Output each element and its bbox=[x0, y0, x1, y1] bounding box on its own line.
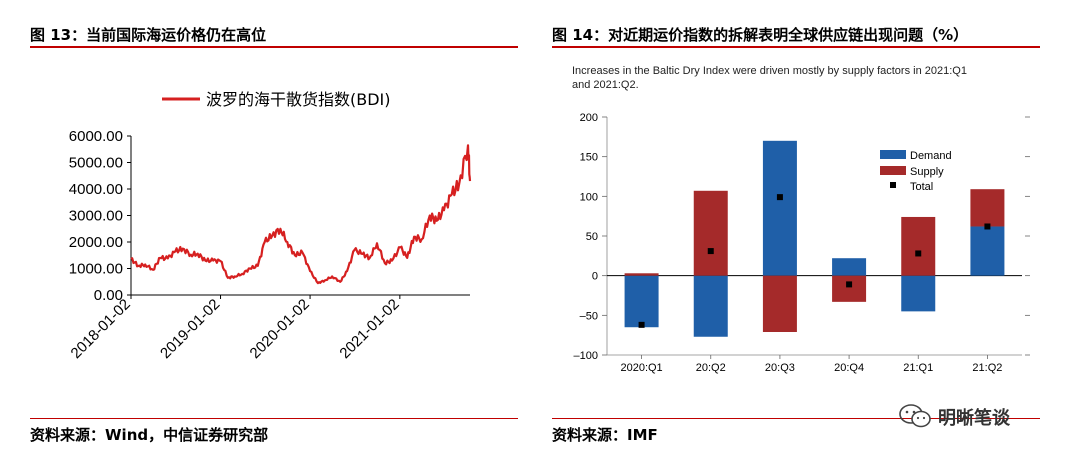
y-tick-label: –100 bbox=[574, 350, 598, 362]
total-marker bbox=[915, 250, 922, 257]
total-marker bbox=[846, 281, 853, 288]
left-panel-title: 图 13：当前国际海运价格仍在高位 bbox=[30, 26, 267, 44]
x-tick-label: 20:Q3 bbox=[765, 362, 795, 374]
right-title-rule bbox=[552, 46, 1040, 48]
total-marker bbox=[984, 223, 991, 230]
legend-swatch-demand bbox=[880, 150, 906, 159]
left-title-rule bbox=[30, 46, 518, 48]
demand-bar bbox=[693, 275, 728, 337]
legend-label-supply: Supply bbox=[910, 166, 944, 178]
right-source-rule bbox=[552, 418, 1040, 419]
y-tick-label: 200 bbox=[580, 112, 598, 124]
supply-bar bbox=[624, 273, 659, 276]
x-tick-label: 21:Q1 bbox=[903, 362, 933, 374]
y-tick-label: 6000.00 bbox=[69, 128, 123, 145]
supply-bar bbox=[693, 190, 728, 276]
right-source-note: 资料来源：IMF bbox=[552, 426, 658, 444]
demand-bar bbox=[901, 275, 936, 312]
legend-swatch-total bbox=[890, 182, 896, 188]
chart-subtitle-line-1: Increases in the Baltic Dry Index were d… bbox=[572, 65, 967, 77]
y-tick-label: 150 bbox=[580, 152, 598, 164]
demand-bar bbox=[762, 140, 797, 276]
y-tick-label: 0 bbox=[592, 271, 598, 283]
demand-bar bbox=[970, 226, 1005, 276]
y-tick-label: 1000.00 bbox=[69, 261, 123, 278]
demand-bar bbox=[832, 258, 867, 276]
chart-subtitle-line-2: and 2021:Q2. bbox=[572, 79, 639, 91]
wechat-icon bbox=[899, 404, 931, 428]
y-tick-label: 0.00 bbox=[94, 287, 123, 304]
y-tick-label: 3000.00 bbox=[69, 208, 123, 225]
x-tick-label: 20:Q2 bbox=[696, 362, 726, 374]
supply-bar bbox=[970, 189, 1005, 227]
total-marker bbox=[776, 194, 783, 201]
legend-label-total: Total bbox=[910, 181, 933, 193]
supply-bar bbox=[832, 275, 867, 302]
total-marker bbox=[638, 321, 645, 328]
watermark-text: 明晰笔谈 bbox=[938, 408, 1010, 429]
y-tick-label: 4000.00 bbox=[69, 181, 123, 198]
right-panel-title: 图 14：对近期运价指数的拆解表明全球供应链出现问题（%） bbox=[552, 26, 969, 44]
left-source-rule bbox=[30, 418, 518, 419]
y-tick-label: –50 bbox=[580, 310, 598, 322]
y-tick-label: 50 bbox=[586, 231, 598, 243]
y-tick-label: 5000.00 bbox=[69, 155, 123, 172]
demand-bar bbox=[624, 275, 659, 328]
y-tick-label: 100 bbox=[580, 191, 598, 203]
x-tick-label: 20:Q4 bbox=[834, 362, 864, 374]
x-tick-label: 21:Q2 bbox=[972, 362, 1002, 374]
supply-bar bbox=[901, 216, 936, 276]
x-tick-label: 2020:Q1 bbox=[620, 362, 662, 374]
legend-label-demand: Demand bbox=[910, 150, 952, 162]
total-marker bbox=[707, 248, 714, 255]
left-source-note: 资料来源：Wind，中信证券研究部 bbox=[30, 426, 269, 444]
legend-swatch-supply bbox=[880, 166, 906, 175]
watermark: 明晰笔谈 bbox=[898, 400, 1048, 430]
y-tick-label: 2000.00 bbox=[69, 234, 123, 251]
bdi-series-line bbox=[130, 144, 472, 285]
legend-label-bdi: 波罗的海干散货指数(BDI) bbox=[206, 90, 391, 109]
supply-bar bbox=[762, 275, 797, 332]
